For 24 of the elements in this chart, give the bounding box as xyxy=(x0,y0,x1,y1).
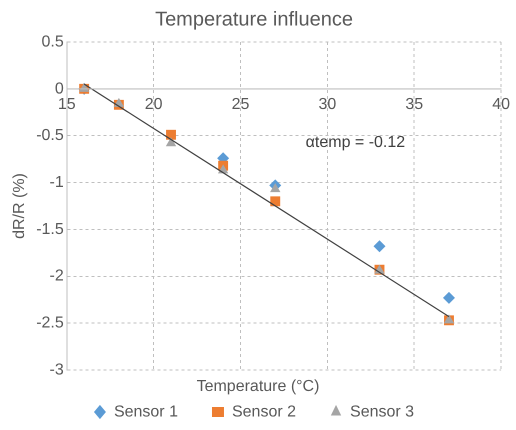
x-tick-label: 40 xyxy=(492,96,510,113)
x-tick-label: 25 xyxy=(232,96,250,113)
y-tick-label: -1 xyxy=(50,174,64,191)
chart-title: Temperature influence xyxy=(155,8,353,31)
y-tick-label: 0.5 xyxy=(42,33,64,50)
legend-label: Sensor 2 xyxy=(232,403,296,420)
x-tick-label: 20 xyxy=(144,96,163,113)
x-tick-label: 15 xyxy=(58,96,76,113)
y-tick-label: -2.5 xyxy=(36,314,64,332)
y-tick-label: -1.5 xyxy=(36,220,64,238)
y-tick-label: 0 xyxy=(54,80,64,98)
x-axis-title: Temperature (°C) xyxy=(196,378,320,396)
point xyxy=(373,240,386,252)
legend-label: Sensor 3 xyxy=(350,403,414,420)
y-tick-label: -0.5 xyxy=(36,127,64,144)
legend-label: Sensor 1 xyxy=(114,403,178,420)
point xyxy=(442,292,455,304)
x-tick-label: 30 xyxy=(318,96,336,113)
y-tick-label: -3 xyxy=(50,361,64,378)
annotation: αtemp = -0.12 xyxy=(306,134,406,152)
x-tick-label: 35 xyxy=(405,96,424,113)
y-axis-title: dR/R (%) xyxy=(11,173,28,239)
point xyxy=(270,183,280,192)
y-tick-label: -2 xyxy=(50,268,64,285)
